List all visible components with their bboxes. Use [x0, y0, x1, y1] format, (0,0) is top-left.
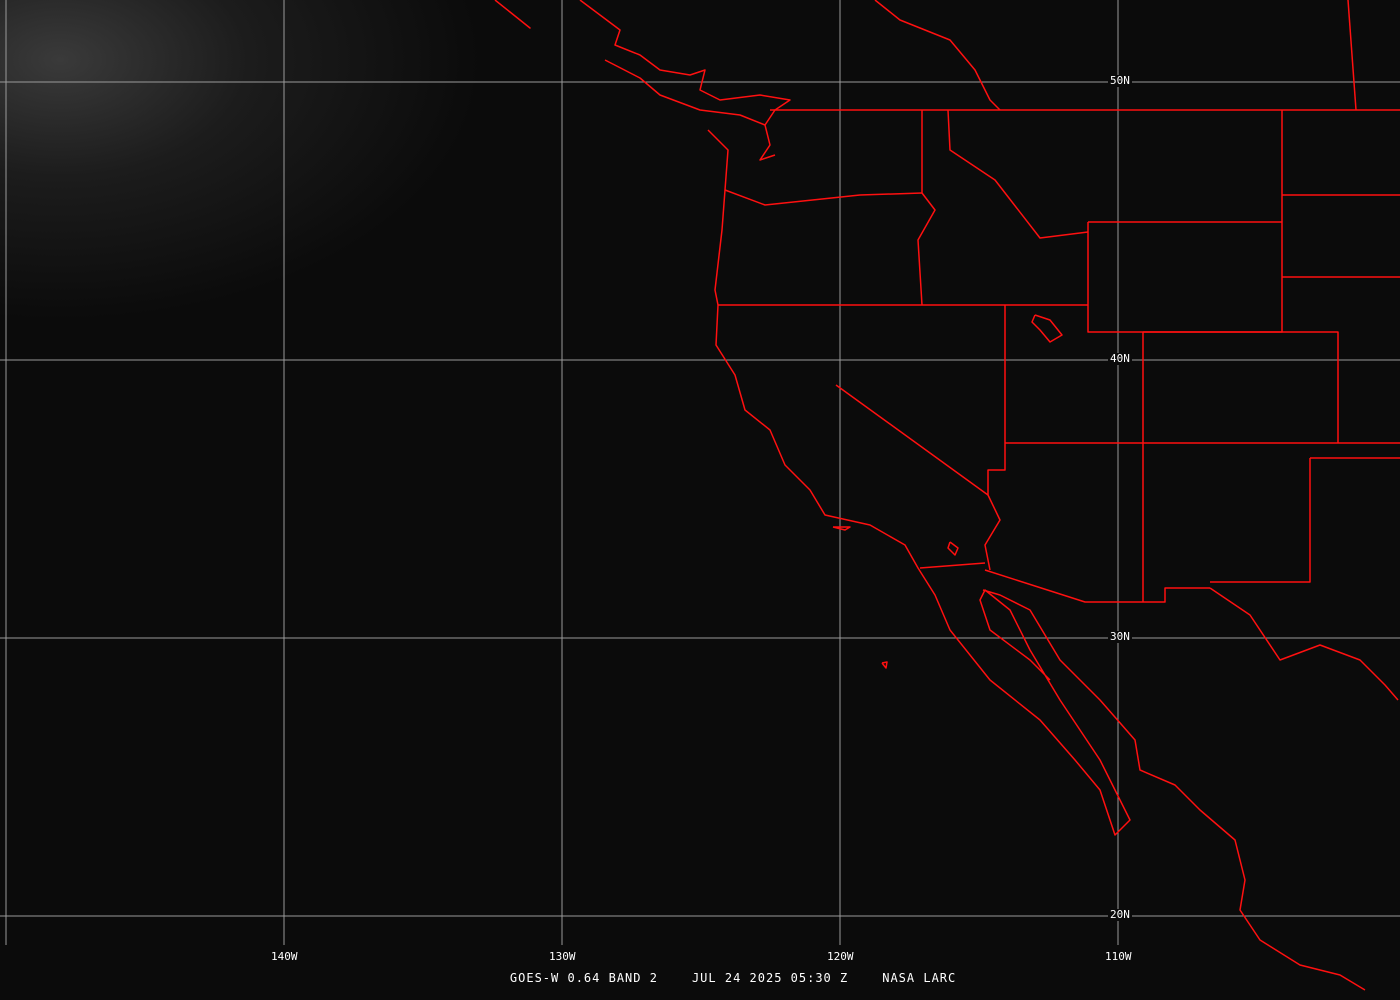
coastline-gulf-of-mexico — [1209, 587, 1399, 701]
lon-label-110w: 110W — [1103, 950, 1134, 963]
border-ca-mexico — [919, 562, 986, 569]
lat-label-30n: 30N — [1108, 630, 1132, 643]
border-ca-nv — [835, 384, 1006, 496]
coastline-canada — [494, 0, 531, 29]
border-canada-province — [1347, 0, 1357, 111]
border-colorado-river — [984, 494, 1001, 571]
caption-source: NASA LARC — [882, 971, 957, 985]
coastline-west — [707, 129, 1131, 836]
lat-label-40n: 40N — [1108, 352, 1132, 365]
caption-datetime: JUL 24 2025 05:30 Z — [691, 971, 849, 985]
lat-label-20n: 20N — [1108, 908, 1132, 921]
lat-label-50n: 50N — [1108, 74, 1132, 87]
border-wy — [1087, 221, 1283, 333]
coastline-mainland-mexico — [982, 589, 1366, 991]
boundaries — [494, 0, 1400, 991]
image-caption: GOES-W 0.64 BAND 2 JUL 24 2025 05:30 Z NAS… — [477, 957, 990, 999]
lon-label-130w: 130W — [547, 950, 578, 963]
lon-label-140w: 140W — [269, 950, 300, 963]
islands-channel — [832, 526, 851, 531]
border-wa-or — [724, 189, 923, 206]
graticule — [0, 0, 1400, 945]
border-or-id — [917, 110, 936, 306]
lon-label-120w: 120W — [825, 950, 856, 963]
coastline-vancouver-island — [604, 59, 766, 126]
border-id-mt — [947, 109, 1089, 239]
border-co — [1143, 331, 1339, 443]
salton-sea — [947, 541, 959, 556]
caption-band: GOES-W 0.64 BAND 2 — [509, 971, 658, 985]
coastline-bc — [579, 0, 791, 161]
border-az-mexico — [984, 569, 1210, 603]
border-nm-tx — [1210, 458, 1311, 583]
coastline-north-canada — [874, 0, 1001, 111]
island-guadalupe — [881, 661, 888, 669]
great-salt-lake — [1031, 314, 1063, 343]
